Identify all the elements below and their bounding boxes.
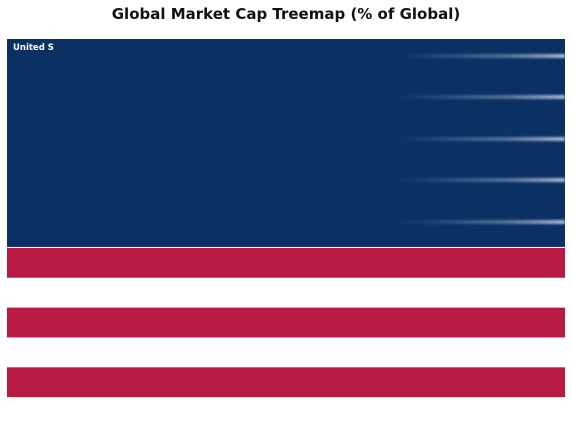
treemap-stripe (7, 277, 565, 309)
chart-title: Global Market Cap Treemap (% of Global) (111, 5, 461, 23)
treemap-svg: United S (7, 39, 565, 427)
treemap-stripe (7, 247, 565, 279)
treemap-canton-streak (399, 137, 565, 141)
treemap-canton-streak (399, 178, 565, 182)
treemap-stripe (7, 367, 565, 398)
treemap-canton-streak (399, 95, 565, 99)
treemap-stripe (7, 337, 565, 368)
treemap-canton-streak (399, 54, 565, 58)
treemap-plot: United S (7, 39, 565, 427)
treemap-stripe (7, 307, 565, 339)
treemap-stripe (7, 397, 565, 427)
treemap-tile-label: United S (13, 43, 54, 53)
treemap-canton-streak (399, 220, 565, 224)
treemap-canton (7, 39, 565, 247)
